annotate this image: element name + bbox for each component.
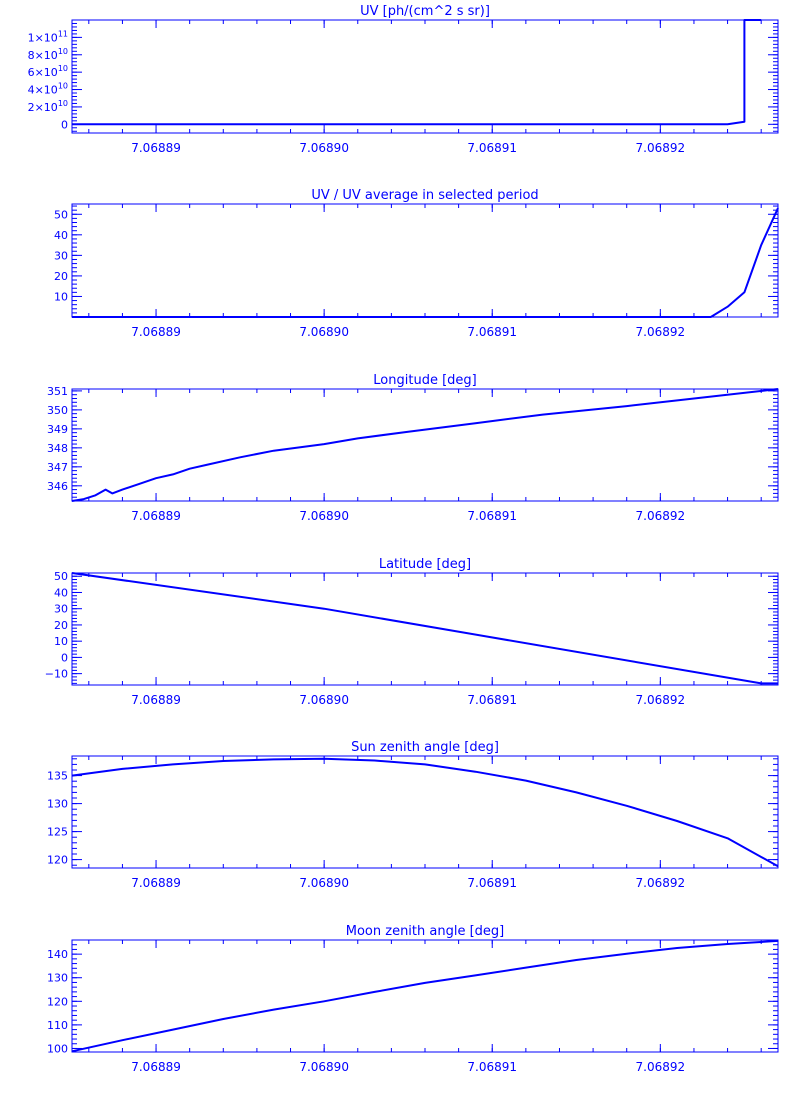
y-tick-label: 6×1010 [28, 64, 68, 79]
series-line [71, 757, 779, 868]
plot-frame [71, 203, 779, 318]
y-tick-label: 40 [54, 229, 68, 242]
x-tick-label: 7.06891 [467, 1060, 517, 1074]
plot-frame [71, 755, 779, 869]
y-tick-label: 30 [54, 249, 68, 262]
chart-panel-2: UV / UV average in selected period 7.0688… [54, 188, 779, 339]
y-tick-label: 30 [54, 603, 68, 616]
chart-title: Latitude [deg] [379, 557, 471, 572]
chart-title: Longitude [deg] [373, 373, 476, 388]
x-tick-label: 7.06892 [636, 1060, 686, 1074]
chart-title: UV / UV average in selected period [311, 188, 538, 203]
y-tick-label: 10 [54, 635, 68, 648]
x-tick-label: 7.06890 [299, 141, 349, 155]
x-tick-label: 7.06891 [467, 141, 517, 155]
x-tick-label: 7.06889 [131, 876, 181, 890]
y-tick-label: 100 [47, 1042, 68, 1055]
x-tick-label: 7.06891 [467, 693, 517, 707]
y-tick-label: 140 [47, 948, 68, 961]
x-tick-label: 7.06891 [467, 876, 517, 890]
x-tick-label: 7.06892 [636, 141, 686, 155]
chart-panel-5: Sun zenith angle [deg] 7.06889 7.06890 7.06… [47, 740, 779, 890]
plot-frame [71, 388, 779, 502]
y-tick-label: 130 [47, 798, 68, 811]
chart-title: UV [ph/(cm^2 s sr)] [360, 4, 490, 19]
series-line [71, 939, 779, 1053]
x-tick-label: 7.06890 [299, 509, 349, 523]
series-line [71, 572, 778, 685]
y-tick-label: 110 [47, 1019, 68, 1032]
y-tick-label: 50 [54, 208, 68, 221]
x-tick-label: 7.06891 [467, 509, 517, 523]
chart-panel-1: UV [ph/(cm^2 s sr)] 7.06889 7.06890 7.06891… [28, 4, 779, 155]
series-line [72, 207, 779, 318]
y-tick-label: 8×1010 [28, 47, 68, 62]
y-tick-label: −10 [45, 668, 68, 681]
x-tick-label: 7.06892 [636, 693, 686, 707]
y-tick-label: 348 [47, 442, 68, 455]
y-tick-label: 135 [47, 770, 68, 783]
x-tick-label: 7.06890 [299, 876, 349, 890]
y-tick-label: 4×1010 [28, 82, 68, 97]
y-tick-label: 40 [54, 586, 68, 599]
y-tick-label: 351 [47, 385, 68, 398]
y-tick-label: 50 [54, 570, 68, 583]
x-tick-label: 7.06892 [636, 509, 686, 523]
chart-title: Moon zenith angle [deg] [346, 924, 504, 939]
y-tick-label: 1×1011 [28, 29, 68, 44]
y-tick-label: 0 [61, 651, 68, 664]
series-line [71, 388, 779, 502]
x-tick-label: 7.06892 [636, 325, 686, 339]
x-tick-label: 7.06889 [131, 141, 181, 155]
x-tick-label: 7.06890 [299, 693, 349, 707]
y-tick-label: 350 [47, 404, 68, 417]
y-tick-label: 20 [54, 619, 68, 632]
y-tick-label: 346 [47, 480, 68, 493]
series-line [72, 19, 762, 126]
y-tick-label: 349 [47, 423, 68, 436]
y-tick-label: 0 [61, 118, 68, 131]
chart-panel-6: Moon zenith angle [deg] 7.06889 7.06890 7.0… [47, 924, 779, 1074]
y-tick-label: 10 [54, 290, 68, 303]
y-tick-label: 2×1010 [28, 99, 68, 114]
y-tick-label: 120 [47, 995, 68, 1008]
chart-panel-3: Longitude [deg] 7.06889 7.06890 7.06891 7.06… [47, 373, 779, 523]
x-tick-label: 7.06889 [131, 509, 181, 523]
x-tick-label: 7.06890 [299, 1060, 349, 1074]
y-tick-label: 347 [47, 461, 68, 474]
x-tick-label: 7.06890 [299, 325, 349, 339]
x-tick-label: 7.06892 [636, 876, 686, 890]
x-tick-label: 7.06889 [131, 1060, 181, 1074]
chart-title: Sun zenith angle [deg] [351, 740, 499, 755]
y-tick-label: 120 [47, 854, 68, 867]
x-tick-label: 7.06889 [131, 325, 181, 339]
y-tick-label: 125 [47, 826, 68, 839]
plot-frame [71, 939, 779, 1053]
x-tick-label: 7.06889 [131, 693, 181, 707]
plot-frame [71, 19, 779, 134]
y-tick-label: 130 [47, 972, 68, 985]
x-tick-label: 7.06891 [467, 325, 517, 339]
chart-panel-4: Latitude [deg] 7.06889 7.06890 7.06891 7.068… [45, 557, 779, 707]
y-tick-label: 20 [54, 270, 68, 283]
